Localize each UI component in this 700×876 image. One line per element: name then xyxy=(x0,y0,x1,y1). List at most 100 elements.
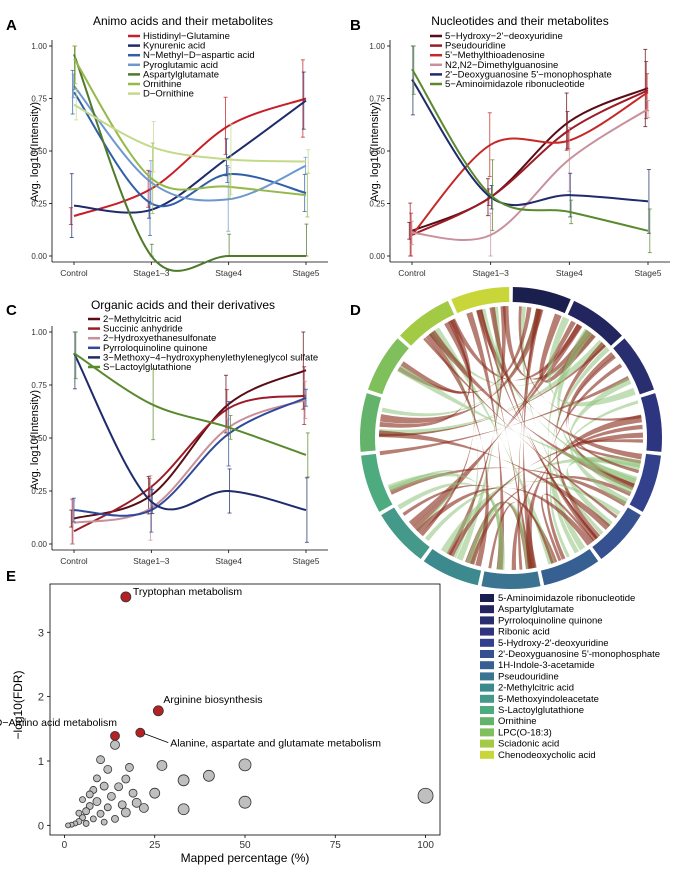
scatter-point xyxy=(138,803,149,813)
x-tick-label: Stage5 xyxy=(635,268,662,278)
legend-label: Pseudouridine xyxy=(498,671,559,682)
legend-label: Ribonic acid xyxy=(498,627,550,638)
legend-swatch xyxy=(480,672,494,681)
x-tick-label: 25 xyxy=(149,840,161,851)
y-tick-label: 0.75 xyxy=(31,95,47,104)
legend-label: Pyrroloquinoline quinone xyxy=(498,615,603,626)
series-line xyxy=(73,398,307,524)
scatter-point xyxy=(238,795,252,809)
legend-label: Succinic anhydride xyxy=(103,324,183,335)
panel-b-legend: 5−Hydroxy−2'−deoxyuridinePseudouridine5'… xyxy=(430,31,612,90)
chord-segment xyxy=(640,393,662,452)
chord-link xyxy=(388,470,459,532)
scatter-point xyxy=(111,815,119,823)
y-tick-label: 3 xyxy=(38,627,44,639)
legend-label: 2−Methylcitric acid xyxy=(103,314,181,325)
scatter-point xyxy=(238,758,252,772)
chord-link xyxy=(400,321,472,394)
annotation-label: Arginine biosynthesis xyxy=(163,694,262,706)
legend-label: Kynurenic acid xyxy=(143,41,205,52)
y-tick-label: 0.00 xyxy=(31,252,47,261)
scatter-point xyxy=(96,755,105,765)
chord-link xyxy=(448,432,643,557)
legend-label: 5-Aminoimidazole ribonucleotide xyxy=(498,593,635,604)
series-line xyxy=(73,99,307,214)
legend-label: 2-Methylcitric acid xyxy=(498,683,574,694)
y-tick-label: 0.00 xyxy=(31,540,47,549)
legend-label: 1H-Indole-3-acetamide xyxy=(498,660,595,671)
chord-segment xyxy=(512,287,571,314)
scatter-point xyxy=(121,774,131,784)
legend-swatch xyxy=(480,750,494,759)
scatter-point xyxy=(117,800,127,810)
panel-letter-b: B xyxy=(350,17,361,34)
y-tick-label: 0.75 xyxy=(369,95,385,104)
panel-c-y-axis-label: Avg. log10(Intensity) xyxy=(29,390,41,490)
legend-swatch xyxy=(480,728,494,737)
x-tick-label: Stage1–3 xyxy=(472,268,509,278)
legend-label: 5'−Methylthioadenosine xyxy=(445,50,545,61)
legend-label: 3−Methoxy−4−hydroxyphenylethyleneglycol … xyxy=(103,352,318,363)
y-tick-label: 2 xyxy=(38,692,44,704)
chord-link xyxy=(397,365,638,484)
panel-c-title: Organic acids and their derivatives xyxy=(91,298,275,312)
x-tick-label: Stage5 xyxy=(293,556,320,566)
scatter-point xyxy=(99,781,109,791)
series-line xyxy=(411,68,649,232)
chord-link xyxy=(476,309,533,569)
annotation-label: Tryptophan metabolism xyxy=(133,586,243,598)
x-tick-label: Control xyxy=(398,268,426,278)
legend-label: S-Lactoylglutathione xyxy=(498,705,584,716)
legend-label: S−Lactoylglutathione xyxy=(103,362,191,373)
y-tick-label: 0.00 xyxy=(369,252,385,261)
panel-letter-d: D xyxy=(350,302,361,319)
legend-label: D−Ornithine xyxy=(143,89,194,100)
scatter-point xyxy=(75,809,83,817)
x-tick-label: Stage4 xyxy=(215,556,242,566)
panel-e-axes: 0 25 50 75 100 0 1 2 3 xyxy=(38,583,441,851)
highlight-point xyxy=(135,727,146,738)
scatter-point xyxy=(103,803,112,812)
legend-label: Ornithine xyxy=(498,716,537,727)
x-tick-label: Stage5 xyxy=(293,268,320,278)
panel-a-line-chart: Animo acids and their metabolites Avg. l… xyxy=(29,14,328,278)
chord-link xyxy=(539,313,596,383)
series-line xyxy=(73,54,306,272)
y-tick-label: 0.25 xyxy=(369,200,385,209)
chord-link xyxy=(387,472,505,570)
legend-swatch xyxy=(480,605,494,614)
y-tick-label: 1.00 xyxy=(31,42,47,51)
legend-swatch xyxy=(480,694,494,703)
chord-segment xyxy=(451,287,510,314)
scatter-point xyxy=(79,796,86,804)
series-line xyxy=(411,108,649,242)
x-tick-label: 50 xyxy=(239,840,251,851)
legend-label: Ornithine xyxy=(143,79,182,90)
legend-label: 5-Hydroxy-2'-deoxyuridine xyxy=(498,638,609,649)
legend-swatch xyxy=(480,638,494,647)
chord-link xyxy=(429,331,596,387)
scatter-point xyxy=(89,815,97,823)
legend-label: 5−Aminoimidazole ribonucleotide xyxy=(445,79,585,90)
scatter-point xyxy=(125,763,134,772)
panel-d-chord-diagram xyxy=(360,287,662,590)
panel-e-annotations: Tryptophan metabolism Arginine biosynthes… xyxy=(0,586,381,750)
panel-letter-e: E xyxy=(6,568,16,585)
chord-segment xyxy=(381,507,430,560)
series-line xyxy=(73,85,307,202)
x-tick-label: Stage1–3 xyxy=(133,268,170,278)
scatter-point xyxy=(93,774,101,783)
chord-segment xyxy=(360,393,382,452)
chord-outer-ring xyxy=(360,287,662,590)
panel-c-axes: 0.00 0.25 0.50 0.75 1.00 Control Stage1–3 Stage… xyxy=(31,326,328,566)
panel-e-points xyxy=(65,591,434,829)
chord-link xyxy=(465,501,535,570)
chord-link xyxy=(569,377,632,505)
series-line xyxy=(73,352,307,512)
legend-label: Pyroglutamic acid xyxy=(143,60,218,71)
scatter-point xyxy=(114,782,124,792)
series-line xyxy=(73,97,307,218)
x-tick-label: 0 xyxy=(62,840,68,851)
legend-label: Sciadonic acid xyxy=(498,739,559,750)
